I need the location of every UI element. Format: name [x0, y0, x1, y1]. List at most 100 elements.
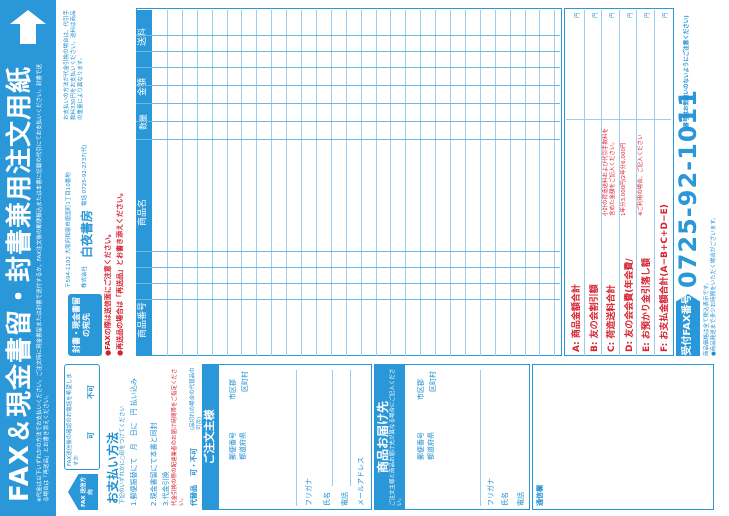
- total-unit: 円: [645, 12, 651, 18]
- bottom-note: 商品価格は全て税込表示です。 ●商品発送まで多少お時間をいただく場合がございます…: [704, 214, 717, 356]
- proxy-value[interactable]: 可・不可: [190, 448, 198, 476]
- arrow-right-icon: [8, 8, 48, 46]
- total-unit: 円: [662, 12, 669, 18]
- total-label: B: 友の会割引額: [589, 284, 600, 352]
- total-unit: 円: [592, 12, 599, 18]
- orderer-pref-label: 都道府県: [239, 432, 247, 460]
- orderer-phone-label: 電話: [341, 492, 349, 506]
- total-input[interactable]: [636, 9, 654, 120]
- cod-note: 代金引換の際の配達業者のお届け時間帯をご指定ください。: [172, 368, 185, 506]
- total-note: ※ご利用の場合、ご記入ください: [638, 134, 644, 216]
- table-row[interactable]: [524, 10, 526, 356]
- table-row[interactable]: [494, 10, 496, 356]
- table-row[interactable]: [509, 10, 511, 356]
- dest-city-label: 市区郡: [417, 379, 425, 400]
- total-label: C: 荷造送料合計: [607, 284, 617, 352]
- table-row[interactable]: [211, 10, 213, 356]
- address-block: 封書・現金書留の宛先 〒594-1192 大阪府和泉市唐国町1丁目10番地 株式…: [60, 6, 138, 356]
- table-row[interactable]: [181, 10, 183, 356]
- page-title: FAX＆現金書留・封書兼用注文用紙: [5, 66, 35, 502]
- fax-number-note: (番号はお間違いのないようにご注意ください): [684, 15, 690, 130]
- dest-address-input[interactable]: [444, 370, 481, 506]
- orderer-name-input[interactable]: [318, 370, 333, 486]
- fax-confirm-yes[interactable]: 可: [87, 432, 95, 439]
- table-row[interactable]: [405, 10, 407, 356]
- total-label: A: 商品金額合計: [572, 284, 582, 352]
- table-row[interactable]: [315, 10, 317, 356]
- payment-method-1[interactable]: 1.郵便振替にて 月 日に 円 払い込み: [130, 378, 138, 506]
- dest-name-label: 氏名: [501, 492, 509, 506]
- table-column-line: [136, 67, 560, 68]
- table-column-line: [136, 85, 560, 86]
- dest-postal-label: 郵便番号: [417, 432, 425, 460]
- table-row[interactable]: [420, 10, 422, 356]
- payment-note: お支払いの方法が代金引換の場合は、代引手数料330円をお支払いください。送料は商…: [64, 9, 84, 120]
- total-label: F: お支払金額合計(A−B+C+D−E): [659, 204, 670, 352]
- total-label: E: お預かり金引落し額: [642, 258, 652, 352]
- fax-confirm-no[interactable]: 不可: [87, 385, 95, 399]
- header-item-name: 商品名: [138, 198, 148, 226]
- warning-1: ●FAXの際は送信面にご注意ください。: [104, 230, 112, 356]
- table-column-line: [136, 283, 560, 284]
- table-row[interactable]: [554, 10, 556, 356]
- payment-method-3[interactable]: 3.代金引換: [162, 471, 170, 506]
- dest-title: 商品お届け先: [376, 401, 390, 474]
- total-input[interactable]: [566, 9, 584, 120]
- table-row[interactable]: [301, 10, 302, 356]
- table-column-line: [136, 139, 560, 140]
- company-name: 白夜書房: [80, 209, 94, 258]
- proxy-label: 代替品: [190, 485, 198, 506]
- table-row[interactable]: [360, 10, 362, 356]
- orderer-phone-input[interactable]: [336, 370, 351, 486]
- total-unit: 円: [575, 12, 581, 18]
- table-row[interactable]: [330, 10, 332, 356]
- payment-title: お支払い方法: [106, 431, 120, 504]
- total-input[interactable]: [583, 9, 601, 120]
- header-item-number: 商品番号: [138, 301, 148, 338]
- total-input[interactable]: [653, 9, 671, 120]
- total-input[interactable]: [618, 9, 636, 120]
- orderer-address-input[interactable]: [256, 370, 297, 506]
- table-row[interactable]: [286, 10, 288, 356]
- table-row[interactable]: [271, 10, 273, 356]
- total-label: D: 友の会会費(年会費/: [624, 258, 635, 352]
- table-row[interactable]: [241, 10, 243, 356]
- table-column-line: [136, 299, 560, 300]
- table-row[interactable]: [375, 10, 377, 356]
- comm-label: 通信欄: [536, 485, 544, 506]
- fax-confirm-box: FAX送信後の確認のお電話を希望しますか 可 不可: [64, 364, 100, 470]
- table-column-line: [136, 103, 560, 104]
- table-row[interactable]: [226, 10, 228, 356]
- fax-direction-badge: FAX 送信方向: [68, 474, 98, 510]
- payment-method-2[interactable]: 2.現金書留にて本書と同封: [150, 422, 158, 506]
- company-tel: 電話 0725-92-2737(代): [82, 144, 88, 206]
- total-input[interactable]: [601, 9, 619, 120]
- header-amount: 金額: [138, 77, 148, 96]
- table-column-line: [136, 251, 560, 252]
- orderer-mail-label: メールアドレス: [357, 457, 365, 506]
- table-column-line: [136, 51, 560, 52]
- orderer-furigana-label: フリガナ: [305, 478, 313, 506]
- table-row[interactable]: [256, 10, 258, 356]
- table-row[interactable]: [196, 10, 198, 356]
- table-row[interactable]: [166, 10, 168, 356]
- title-note: ※代金は以下いずれかの方法でお支払いください。ご注文時に現金書留または封書で送付…: [37, 63, 50, 502]
- header-shipping: 送料: [138, 27, 148, 46]
- left-column: FAX 送信方向 FAX送信後の確認のお電話を希望しますか 可 不可 お支払い方…: [60, 364, 720, 510]
- orderer-title: ご注文主様: [202, 364, 218, 510]
- table-row[interactable]: [450, 10, 451, 356]
- table-row[interactable]: [390, 10, 392, 356]
- table-row[interactable]: [539, 10, 541, 356]
- dest-phone-label: 電話: [517, 492, 525, 506]
- table-row[interactable]: [464, 10, 466, 356]
- table-row[interactable]: [479, 10, 481, 356]
- table-row[interactable]: [435, 10, 437, 356]
- table-row[interactable]: [345, 10, 347, 356]
- total-note: 小計の荷造送料および代引手数料を含めた金額をご記入ください。: [603, 127, 616, 216]
- orderer-postal-label: 郵便番号: [229, 432, 237, 460]
- dest-subtitle: ご注文主様と商品お届け先が異なる場合にご記入ください。: [390, 368, 403, 506]
- total-note: 1年分3,000円/2年分6,000円: [620, 142, 627, 216]
- fax-number-label: 受付FAX番号: [676, 294, 700, 356]
- comm-box[interactable]: [532, 364, 714, 510]
- address-label: 封書・現金書留の宛先: [68, 294, 102, 356]
